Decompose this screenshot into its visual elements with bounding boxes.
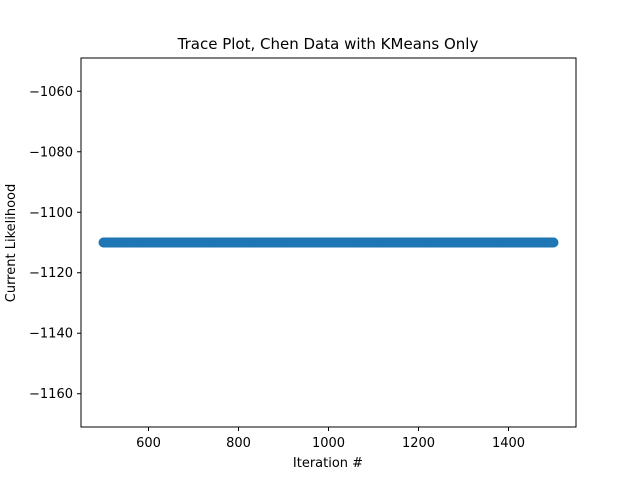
x-axis-label: Iteration # <box>293 456 363 471</box>
y-axis-label: Current Likelihood <box>4 184 19 303</box>
x-tick-label: 1200 <box>402 436 435 451</box>
plot-area <box>98 237 559 248</box>
series-0 <box>98 237 559 248</box>
y-tick-label: −1160 <box>29 387 73 402</box>
y-axis: −1060 −1080 −1100 −1120 −1140 −1160 <box>29 85 81 402</box>
x-axis: 600 800 1000 1200 1400 <box>136 427 525 451</box>
x-tick-label: 800 <box>226 436 251 451</box>
x-tick-label: 1000 <box>312 436 345 451</box>
chart-title: Trace Plot, Chen Data with KMeans Only <box>177 35 479 53</box>
y-tick-label: −1100 <box>29 206 73 221</box>
y-tick-label: −1080 <box>29 145 73 160</box>
y-tick-label: −1140 <box>29 327 73 342</box>
y-tick-label: −1120 <box>29 266 73 281</box>
x-tick-label: 1400 <box>492 436 525 451</box>
x-tick-label: 600 <box>136 436 161 451</box>
data-point <box>548 237 559 248</box>
y-tick-label: −1060 <box>29 85 73 100</box>
